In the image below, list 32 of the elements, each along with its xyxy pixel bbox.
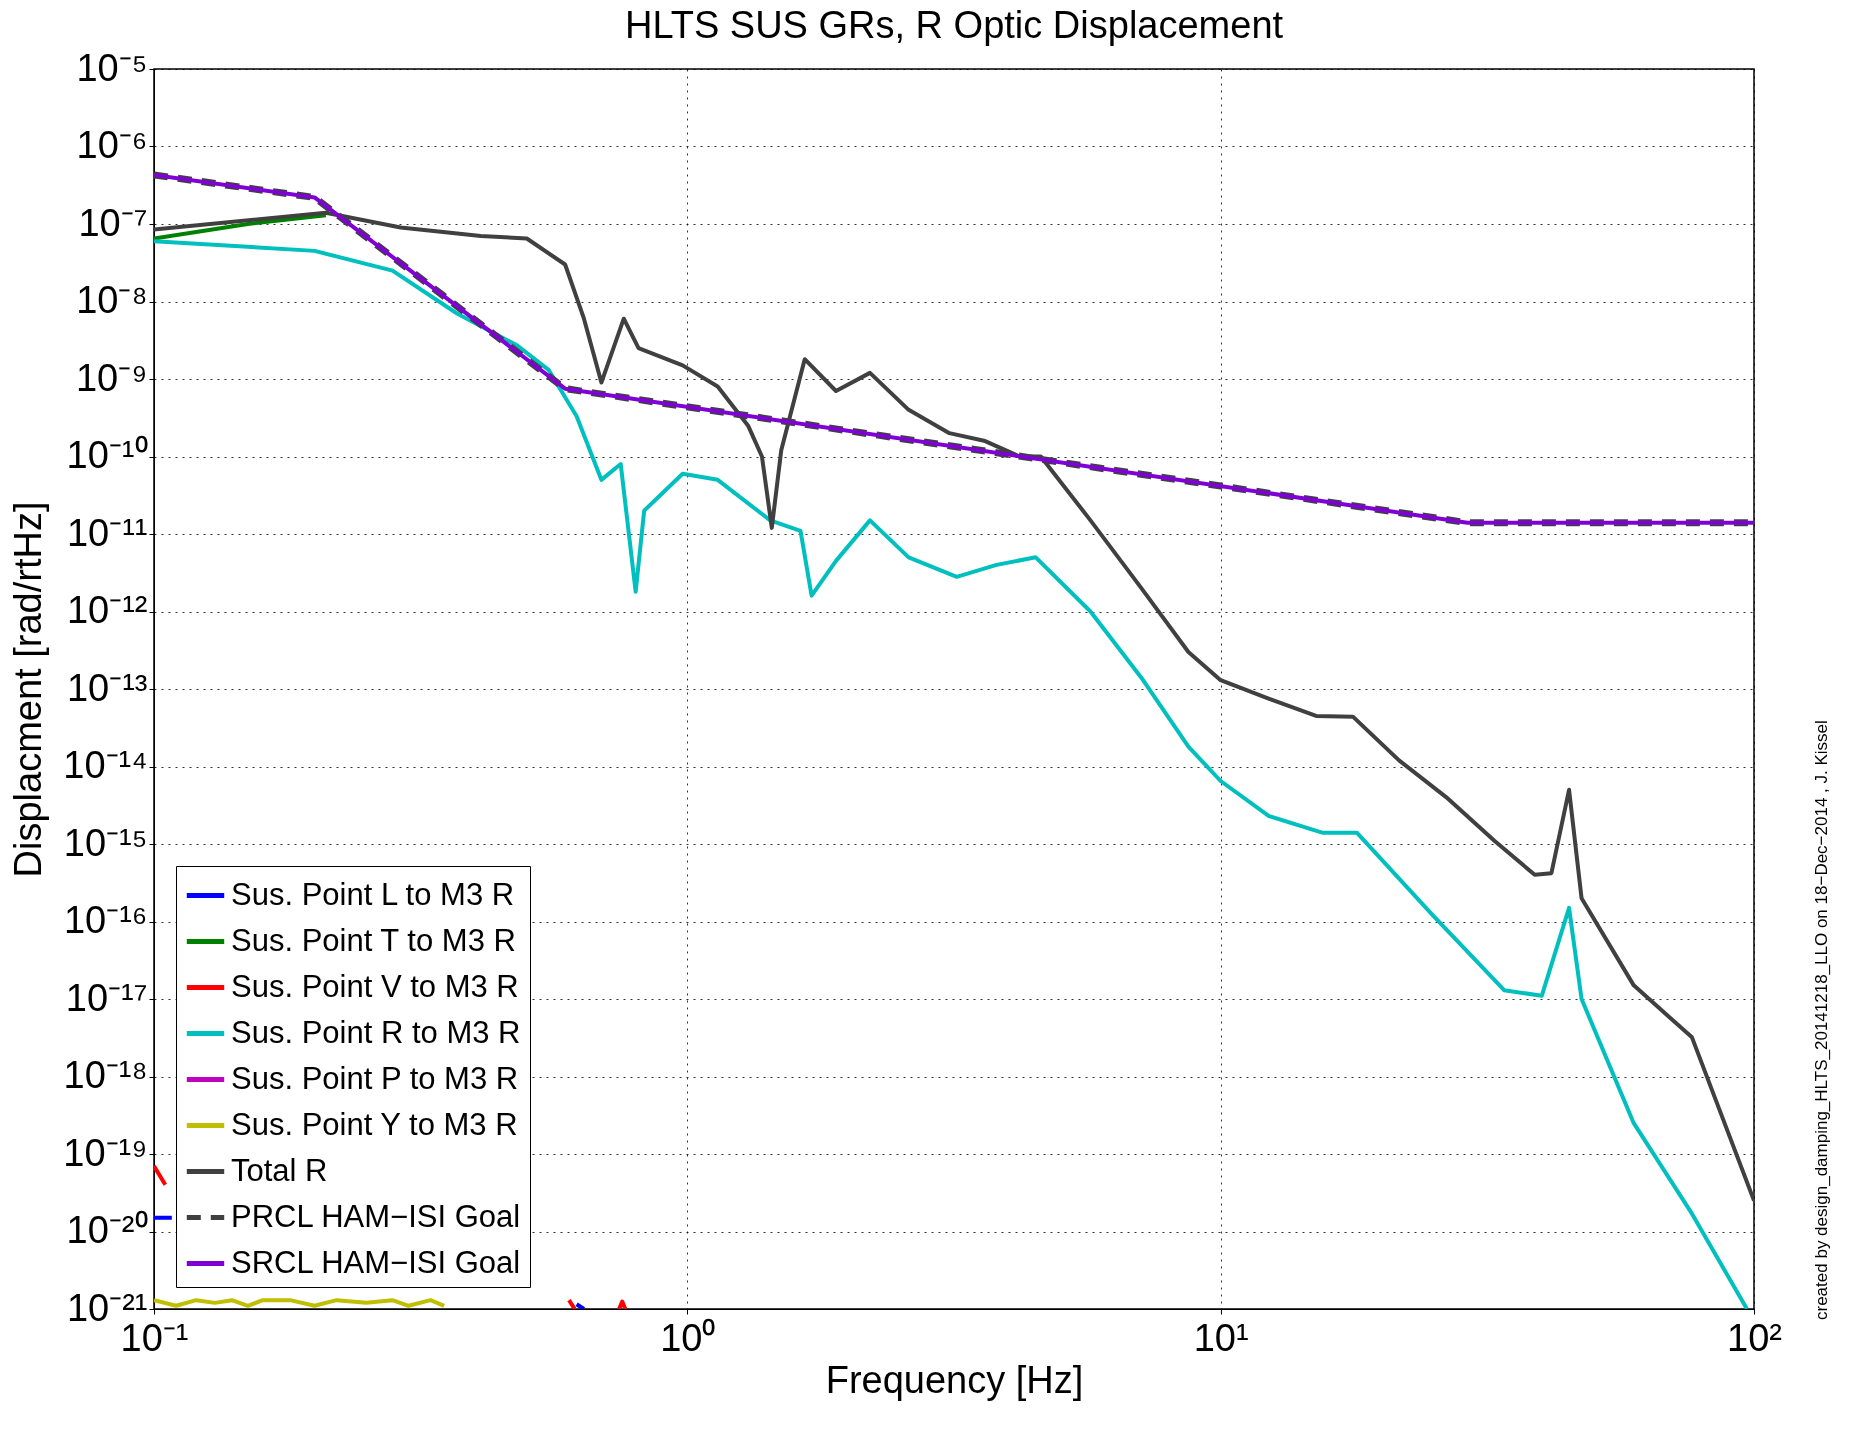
legend-label: Sus. Point T to M3 R — [231, 922, 516, 958]
x-tick-label: 10¹ — [1193, 1316, 1249, 1359]
y-axis-title: Displacment [rad/rtHz] — [7, 501, 50, 878]
y-tick-label: 10⁻⁹ — [75, 356, 148, 399]
y-tick-label: 10⁻⁷ — [78, 201, 148, 244]
x-tick-label: 10⁰ — [660, 1316, 716, 1359]
y-tick-label: 10⁻¹⁶ — [63, 899, 148, 941]
y-tick-label: 10⁻¹² — [66, 589, 148, 631]
y-tick-label: 10⁻¹³ — [66, 666, 148, 709]
chart-title: HLTS SUS GRs, R Optic Displacement — [624, 4, 1284, 46]
y-tick-label: 10⁻⁶ — [76, 124, 148, 166]
y-tick-label: 10⁻²⁰ — [66, 1209, 148, 1251]
y-tick-label: 10⁻¹⁹ — [63, 1131, 148, 1174]
x-tick-label: 10² — [1727, 1316, 1782, 1359]
legend-label: Sus. Point P to M3 R — [231, 1060, 519, 1096]
y-tick-label: 10⁻¹⁷ — [65, 976, 148, 1019]
legend-label: SRCL HAM−ISI Goal — [231, 1244, 521, 1280]
legend-label: Sus. Point Y to M3 R — [231, 1106, 518, 1142]
text: created by design_damping_HLTS_20141218_LLO on 18−Dec−2014 , J. Kissel — [1812, 720, 1832, 1320]
legend-label: Sus. Point R to M3 R — [231, 1014, 521, 1050]
y-tick-label: 10⁻¹⁴ — [63, 744, 148, 786]
legend-label: Sus. Point L to M3 R — [231, 876, 515, 912]
y-tick-label: 10⁻¹⁰ — [66, 434, 148, 476]
legend-label: Sus. Point V to M3 R — [231, 968, 519, 1004]
legend-label: Total R — [231, 1152, 328, 1188]
y-tick-label: 10⁻⁵ — [76, 46, 148, 89]
y-tick-label: 10⁻¹⁸ — [63, 1054, 148, 1096]
y-tick-label: 10⁻¹¹ — [66, 511, 148, 554]
y-tick-label: 10⁻⁸ — [76, 279, 148, 321]
legend-label: PRCL HAM−ISI Goal — [231, 1198, 521, 1234]
x-axis-title: Frequency [Hz] — [825, 1358, 1084, 1401]
y-tick-label: 10⁻¹⁵ — [63, 821, 148, 864]
